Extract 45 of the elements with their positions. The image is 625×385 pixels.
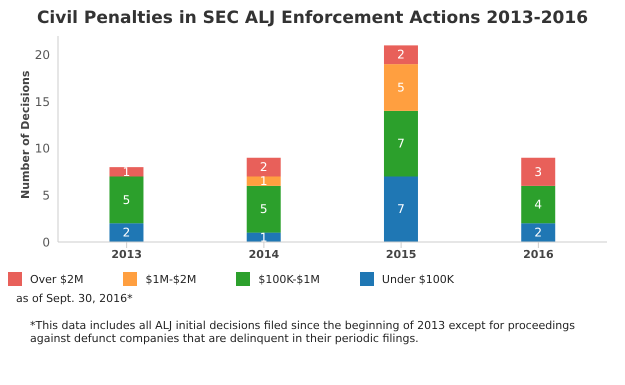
bar: [246, 232, 281, 242]
y-tick-label: 20: [34, 48, 50, 62]
legend-label: Over $2M: [29, 272, 84, 286]
y-tick-label: 10: [34, 142, 50, 156]
data-label: 7: [397, 202, 405, 216]
bar: [384, 45, 418, 64]
legend-label: $1M-$2M: [144, 272, 196, 286]
data-label: 1: [260, 174, 268, 188]
bar: [246, 158, 281, 176]
chart-title: Civil Penalties in SEC ALJ Enforcement Actions 2013-2016: [36, 8, 590, 28]
bar: [109, 223, 144, 242]
data-label: 1: [260, 230, 268, 244]
text: as of Sept. 30, 2016*: [16, 292, 133, 305]
data-label: 5: [397, 80, 405, 94]
y-tick-label: 5: [42, 188, 50, 202]
y-axis-title: Number of Decisions: [18, 70, 32, 199]
y-tick-label: 0: [42, 235, 50, 250]
x-tick-label: 2014: [248, 248, 280, 261]
bar: [384, 64, 418, 111]
data-label: 4: [534, 198, 542, 212]
bar: [521, 223, 556, 242]
legend-label: $100K-$1M: [257, 272, 320, 286]
data-label: 2: [260, 160, 268, 174]
bar: [521, 158, 556, 186]
x-tick-label: 2013: [111, 248, 142, 261]
text: *This data includes all ALJ initial decisions filed since the beginning of 2013 except for proceedings against defunct companies that are delinquent in their periodic filings.: [29, 318, 576, 347]
data-label: 5: [260, 202, 268, 216]
bar: [246, 186, 281, 233]
legend-label: Under $100K: [380, 272, 454, 286]
y-tick-label: 15: [34, 94, 50, 109]
bar: [384, 110, 418, 176]
data-label: 7: [397, 136, 405, 151]
data-label: 1: [122, 164, 130, 179]
bar: [109, 176, 144, 224]
data-label: 2: [122, 226, 130, 240]
data-label: 2: [397, 48, 405, 62]
x-tick-label: 2016: [523, 248, 554, 261]
bar: [521, 186, 556, 224]
bar: [246, 176, 281, 186]
data-label: 5: [122, 192, 130, 207]
data-label: 3: [534, 164, 542, 179]
bar: [384, 176, 418, 242]
x-tick-label: 2015: [386, 248, 416, 261]
data-label: 2: [534, 226, 542, 240]
bar: [109, 167, 144, 176]
